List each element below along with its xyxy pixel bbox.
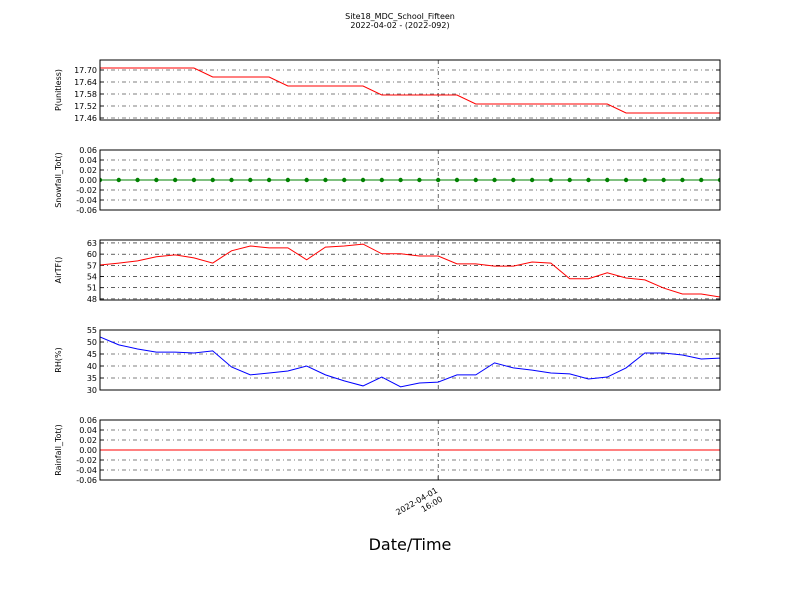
data-point <box>717 177 720 183</box>
data-point <box>699 177 704 183</box>
data-line <box>100 67 720 114</box>
y-tick-label: 30 <box>87 386 97 395</box>
data-point <box>473 177 478 183</box>
y-tick-label: 0.04 <box>79 156 97 165</box>
data-point <box>229 177 234 183</box>
y-tick-label: 17.64 <box>74 78 97 87</box>
y-tick-label: -0.02 <box>76 456 97 465</box>
y-tick-label: 54 <box>87 273 97 282</box>
figure-title: Site18_MDC_School_Fifteen <box>345 12 455 21</box>
y-tick-label: 17.58 <box>74 90 97 99</box>
y-tick-label: 63 <box>87 239 97 248</box>
data-point <box>454 177 460 183</box>
data-point <box>623 177 629 183</box>
data-point <box>379 177 385 183</box>
data-point <box>154 177 159 183</box>
y-tick-label: 35 <box>87 374 97 383</box>
y-tick-label: 55 <box>87 326 97 335</box>
plot-frame <box>99 59 721 121</box>
data-point <box>304 177 309 183</box>
y-tick-label: 45 <box>87 350 97 359</box>
y-tick-label: 48 <box>87 295 97 304</box>
data-point <box>511 177 516 183</box>
y-tick-label: -0.04 <box>76 466 97 475</box>
y-axis-label: Rainfall_Tot() <box>54 424 63 476</box>
data-point <box>360 177 366 183</box>
data-point <box>135 177 140 183</box>
y-tick-label: 17.46 <box>74 114 97 123</box>
data-point <box>492 177 497 183</box>
data-point <box>642 177 648 183</box>
data-point <box>100 177 103 183</box>
data-point <box>398 177 403 183</box>
y-tick-label: 0.00 <box>79 446 97 455</box>
plot-frame <box>99 419 721 481</box>
y-tick-label: -0.06 <box>76 206 97 215</box>
y-tick-label: 0.00 <box>79 176 97 185</box>
data-point <box>172 177 178 183</box>
y-tick-label: 60 <box>87 250 97 259</box>
y-tick-label: 57 <box>87 261 97 270</box>
data-point <box>661 177 666 183</box>
data-point <box>285 177 291 183</box>
y-tick-label: 0.02 <box>79 436 97 445</box>
y-tick-label: 0.06 <box>79 146 97 155</box>
y-tick-label: 50 <box>87 338 97 347</box>
y-axis-label: RH(%) <box>54 347 63 372</box>
y-tick-label: 17.52 <box>74 102 97 111</box>
y-axis-label: AirTF() <box>54 257 63 284</box>
plot-frame <box>99 149 721 211</box>
y-tick-label: 51 <box>87 284 97 293</box>
data-line <box>100 336 720 388</box>
data-point <box>435 177 441 183</box>
plot-frame <box>99 239 721 301</box>
data-point <box>116 177 121 183</box>
data-point <box>248 177 253 183</box>
data-point <box>680 177 685 183</box>
y-tick-label: -0.04 <box>76 196 97 205</box>
y-tick-label: -0.06 <box>76 476 97 485</box>
y-tick-label: 17.70 <box>74 66 97 75</box>
y-tick-label: 0.02 <box>79 166 97 175</box>
data-point <box>342 177 347 183</box>
y-axis-label: P(unitless) <box>54 69 63 111</box>
y-tick-label: 40 <box>87 362 97 371</box>
data-point <box>605 177 610 183</box>
data-point <box>529 177 535 183</box>
data-point <box>191 177 197 183</box>
data-point <box>567 177 572 183</box>
data-point <box>417 177 422 183</box>
figure-subtitle: 2022-04-02 - (2022-092) <box>350 21 449 30</box>
data-point <box>210 177 215 183</box>
data-point <box>548 177 554 183</box>
y-axis-label: Snowfall_Tot() <box>54 152 63 208</box>
y-tick-label: 0.04 <box>79 426 97 435</box>
plot-frame <box>99 329 721 391</box>
data-point <box>266 177 272 183</box>
data-line <box>100 243 720 298</box>
data-point <box>323 177 328 183</box>
y-tick-label: 0.06 <box>79 416 97 425</box>
data-point <box>586 177 591 183</box>
x-axis-label: Date/Time <box>369 535 452 554</box>
y-tick-label: -0.02 <box>76 186 97 195</box>
